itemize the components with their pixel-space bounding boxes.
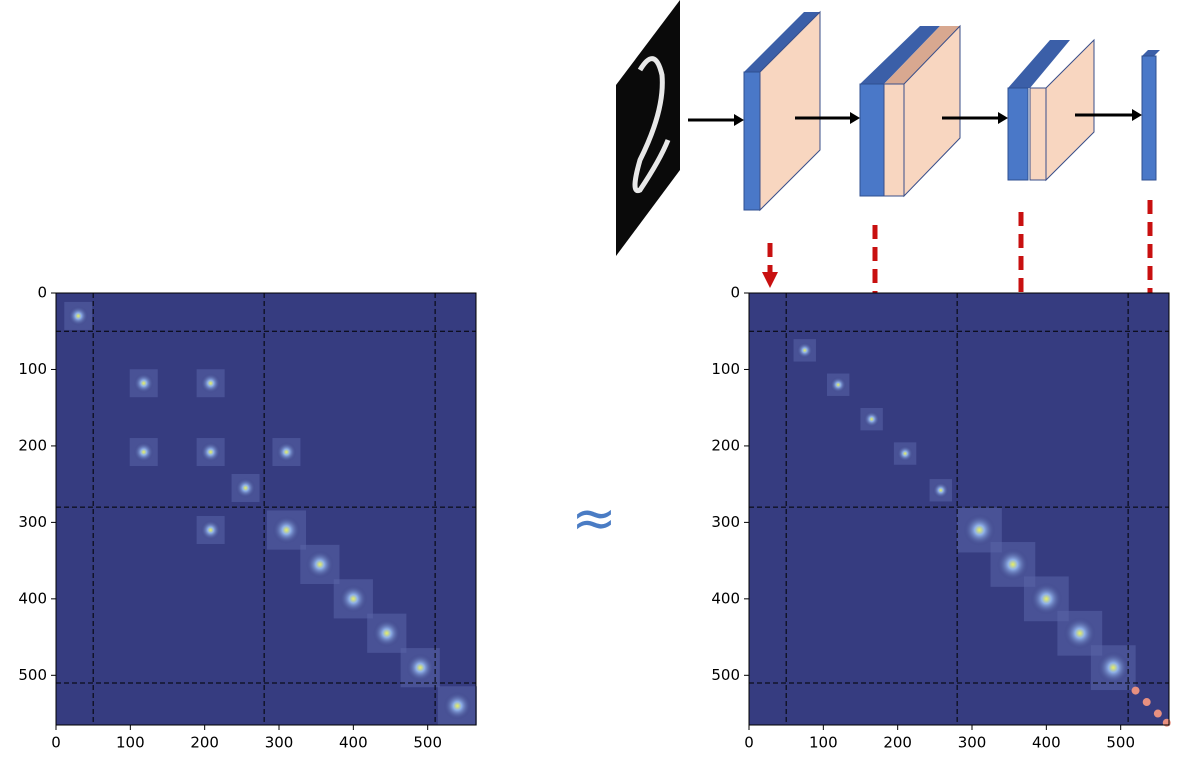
layer-top [1142,50,1160,56]
layer [743,71,761,211]
heatmap-spot [276,442,297,463]
y-tick-label: 0 [37,284,47,302]
heatmap-spot [133,373,154,394]
x-tick-label: 0 [744,734,754,752]
y-tick-label: 400 [18,589,47,607]
feature-map [759,10,821,212]
heatmap-spot [406,653,435,682]
heatmap-spot [963,514,996,547]
heatmap-spot [200,520,221,541]
layer-top [744,12,820,72]
layer [1007,87,1029,181]
y-tick-label: 500 [18,666,47,684]
x-tick-label: 100 [116,734,145,752]
input-image [616,0,680,256]
x-tick-label: 500 [413,734,442,752]
y-tick-label: 0 [730,284,740,302]
feature-map [1045,38,1095,182]
heatmap-spot [796,342,813,359]
y-tick-label: 300 [18,513,47,531]
plot-frame [748,292,1170,726]
heatmap-spot [1142,698,1151,707]
heatmap-spot [235,477,256,498]
y-tick-label: 100 [18,360,47,378]
x-tick-label: 500 [1106,734,1135,752]
y-tick-label: 200 [18,436,47,454]
heatmap-spot [1153,709,1162,718]
layer [1141,55,1157,181]
heatmap-spot [830,376,847,393]
heatmap-spot [272,516,301,545]
heatmap-spot [897,445,914,462]
heatmap-spot [200,442,221,463]
heatmap-spot [443,691,472,720]
heatmap-spot [200,373,221,394]
heatmap-spot [1063,617,1096,650]
layer-top [1008,40,1070,88]
heatmap-spot [1131,686,1140,695]
x-tick-label: 300 [958,734,987,752]
y-tick-label: 300 [711,513,740,531]
layer [859,83,885,197]
x-tick-label: 400 [339,734,368,752]
x-tick-label: 300 [265,734,294,752]
heatmap-spot [1097,651,1130,684]
heatmap-spot [372,619,401,648]
feature-side [883,83,905,197]
x-tick-label: 200 [883,734,912,752]
approx-symbol: ≈ [571,487,616,550]
heatmap-spot [932,482,949,499]
heatmap-spot [339,584,368,613]
heatmap-spot [863,411,880,428]
feature-side [1029,87,1047,181]
flow-arrows [688,113,1134,122]
feature-top [884,26,960,84]
plot-frame [55,292,477,726]
heatmap-spot [133,442,154,463]
heatmap-spot [68,305,89,326]
x-tick-label: 0 [51,734,61,752]
x-tick-label: 100 [809,734,838,752]
digit-stroke [632,56,671,194]
flow-arrowheads [734,109,1142,126]
heatmap-spot [1030,582,1063,615]
layer-top [860,26,940,84]
heatmap-spot [1162,718,1171,727]
y-tick-label: 500 [711,666,740,684]
heatmap-spot [996,548,1029,581]
heatmap-spot [305,550,334,579]
y-tick-label: 200 [711,436,740,454]
x-tick-label: 200 [190,734,219,752]
y-tick-label: 100 [711,360,740,378]
x-tick-label: 400 [1032,734,1061,752]
y-tick-label: 400 [711,589,740,607]
